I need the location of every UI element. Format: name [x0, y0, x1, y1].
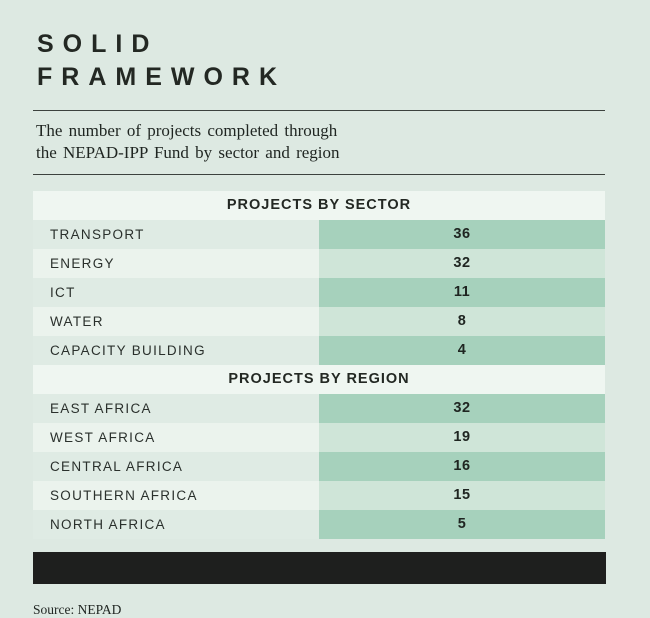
source-credit: Source: NEPAD [33, 602, 122, 617]
row-label: TRANSPORT [33, 220, 319, 249]
row-value: 4 [319, 336, 605, 365]
table-row: ICT 11 [33, 278, 605, 307]
row-label: WATER [33, 307, 319, 336]
row-value: 32 [319, 249, 605, 278]
projects-tables: PROJECTS BY SECTOR TRANSPORT 36 ENERGY 3… [33, 191, 605, 539]
table-row: SOUTHERN AFRICA 15 [33, 481, 605, 510]
row-label: CENTRAL AFRICA [33, 452, 319, 481]
table-header-sector: PROJECTS BY SECTOR [33, 191, 605, 220]
row-label: CAPACITY BUILDING [33, 336, 319, 365]
table-sector-body: TRANSPORT 36 ENERGY 32 ICT 11 WATER 8 [33, 220, 605, 365]
table-region-body: EAST AFRICA 32 WEST AFRICA 19 CENTRAL AF… [33, 394, 605, 539]
table-row: CAPACITY BUILDING 4 [33, 336, 605, 365]
table-row: NORTH AFRICA 5 [33, 510, 605, 539]
row-value: 15 [319, 481, 605, 510]
chart-subtitle: The number of projects completed through… [33, 111, 605, 174]
table-row: TRANSPORT 36 [33, 220, 605, 249]
subtitle-line2: the NEPAD-IPP Fund by sector and region [36, 143, 340, 162]
row-value: 32 [319, 394, 605, 423]
row-label: SOUTHERN AFRICA [33, 481, 319, 510]
table-row: WEST AFRICA 19 [33, 423, 605, 452]
table-row: CENTRAL AFRICA 16 [33, 452, 605, 481]
row-value: 5 [319, 510, 605, 539]
table-header-region: PROJECTS BY REGION [33, 365, 605, 394]
page-title-line2: FRAMEWORK [37, 63, 287, 91]
row-value: 11 [319, 278, 605, 307]
row-label: ICT [33, 278, 319, 307]
redacted-footer-bar [33, 552, 606, 584]
divider-top [33, 110, 605, 111]
row-value: 19 [319, 423, 605, 452]
row-label: NORTH AFRICA [33, 510, 319, 539]
row-value: 8 [319, 307, 605, 336]
page-title: SOLID FRAMEWORK [37, 28, 605, 94]
table-row: EAST AFRICA 32 [33, 394, 605, 423]
row-value: 16 [319, 452, 605, 481]
row-value: 36 [319, 220, 605, 249]
subtitle-line1: The number of projects completed through [36, 121, 338, 140]
page-title-line1: SOLID [37, 30, 159, 58]
table-row: WATER 8 [33, 307, 605, 336]
row-label: EAST AFRICA [33, 394, 319, 423]
table-row: ENERGY 32 [33, 249, 605, 278]
row-label: ENERGY [33, 249, 319, 278]
divider-subtitle [33, 174, 605, 175]
row-label: WEST AFRICA [33, 423, 319, 452]
